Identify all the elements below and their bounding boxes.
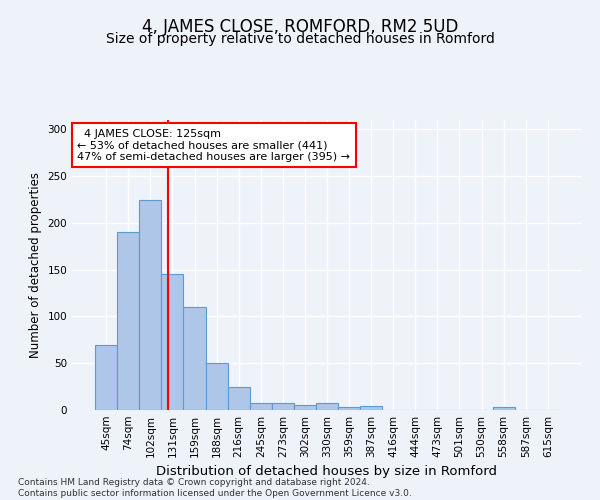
Text: Contains HM Land Registry data © Crown copyright and database right 2024.
Contai: Contains HM Land Registry data © Crown c…	[18, 478, 412, 498]
Bar	[272, 402, 294, 410]
Bar	[206, 363, 227, 410]
Text: 4 JAMES CLOSE: 125sqm
← 53% of detached houses are smaller (441)
47% of semi-det: 4 JAMES CLOSE: 125sqm ← 53% of detached …	[77, 128, 350, 162]
Text: Size of property relative to detached houses in Romford: Size of property relative to detached ho…	[106, 32, 494, 46]
Bar	[316, 402, 338, 410]
Bar	[117, 232, 139, 410]
Bar	[139, 200, 161, 410]
Bar	[95, 344, 117, 410]
Bar	[250, 402, 272, 410]
Bar	[360, 406, 382, 410]
Bar	[294, 406, 316, 410]
Y-axis label: Number of detached properties: Number of detached properties	[29, 172, 42, 358]
Bar	[493, 407, 515, 410]
Bar	[227, 386, 250, 410]
Bar	[338, 407, 360, 410]
Text: 4, JAMES CLOSE, ROMFORD, RM2 5UD: 4, JAMES CLOSE, ROMFORD, RM2 5UD	[142, 18, 458, 36]
X-axis label: Distribution of detached houses by size in Romford: Distribution of detached houses by size …	[157, 466, 497, 478]
Bar	[184, 307, 206, 410]
Bar	[161, 274, 184, 410]
